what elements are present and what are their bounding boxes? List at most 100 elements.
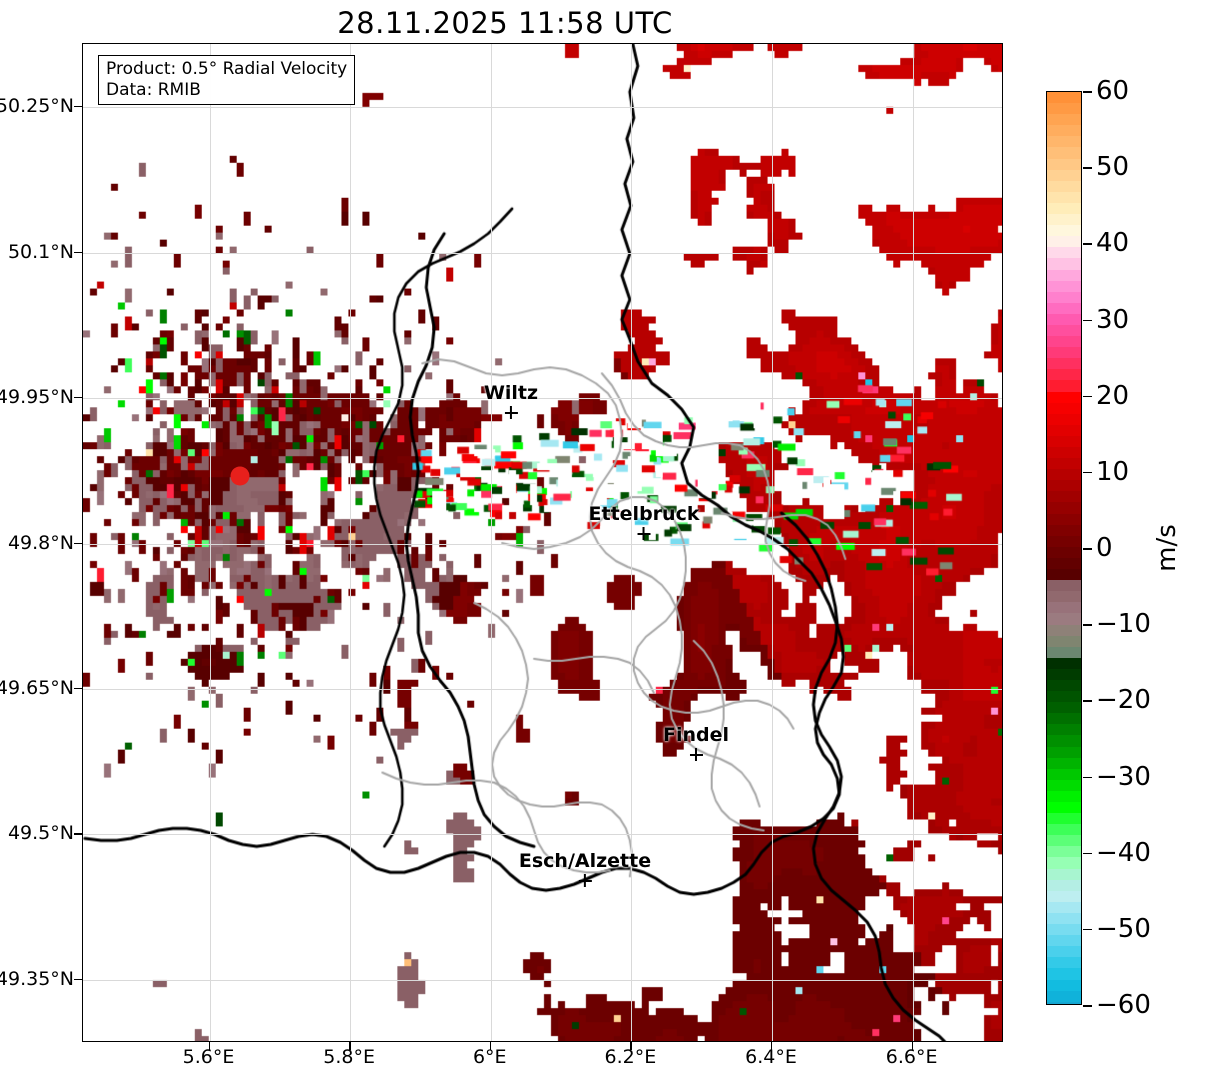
colorbar-segment (1047, 846, 1081, 858)
colorbar-segment (1047, 602, 1081, 614)
colorbar-segment (1047, 713, 1081, 725)
colorbar-tick-label-10: −40 (1096, 837, 1151, 868)
colorbar-tickmark (1083, 1005, 1092, 1007)
gridline-vertical (209, 44, 211, 1041)
y-tickmark (74, 251, 82, 253)
colorbar-segment (1047, 802, 1081, 814)
colorbar-segment (1047, 835, 1081, 847)
colorbar-segment (1047, 291, 1081, 303)
colorbar-segment (1047, 546, 1081, 558)
colorbar-tickmark (1083, 243, 1092, 245)
x-tickmark (208, 1042, 210, 1050)
colorbar-segment (1047, 435, 1081, 447)
colorbar-segment (1047, 957, 1081, 969)
colorbar-segment (1047, 125, 1081, 137)
colorbar-tick-label-8: −20 (1096, 685, 1151, 716)
colorbar-segment (1047, 513, 1081, 525)
product-line: Product: 0.5° Radial Velocity (106, 59, 348, 79)
y-tick-label-5: 49.5°N (7, 822, 74, 845)
y-tick-label-2: 49.95°N (0, 386, 74, 408)
colorbar-segment (1047, 946, 1081, 958)
y-tick-label-6: 49.35°N (0, 967, 74, 990)
colorbar-segment (1047, 236, 1081, 248)
colorbar-segment (1047, 824, 1081, 836)
colorbar-segment (1047, 691, 1081, 703)
x-tickmark (630, 1042, 632, 1050)
colorbar-segment (1047, 391, 1081, 403)
colorbar-segment (1047, 92, 1081, 104)
gridline-horizontal (83, 398, 1002, 399)
radar-map-plot[interactable]: Wiltz Ettelbruck Findel Esch/Alzette Produc… (82, 43, 1003, 1042)
city-marker-esch-alzette: Esch/Alzette (519, 850, 651, 888)
colorbar-tick-label-7: −10 (1096, 609, 1151, 640)
y-tick-label-1: 50.1°N (7, 240, 74, 263)
colorbar-segment (1047, 879, 1081, 891)
y-tick-label-3: 49.8°N (7, 531, 74, 554)
colorbar-segment (1047, 935, 1081, 947)
city-marker-findel: Findel (663, 724, 729, 762)
colorbar-segment (1047, 458, 1081, 470)
colorbar-segment (1047, 136, 1081, 148)
colorbar-tickmark (1083, 395, 1092, 398)
colorbar-segment (1047, 214, 1081, 226)
colorbar-segment (1047, 502, 1081, 514)
colorbar-segment (1047, 202, 1081, 215)
colorbar-tick-label-2: 40 (1096, 228, 1130, 259)
gridline-horizontal (83, 107, 1002, 109)
colorbar-segment (1047, 790, 1081, 802)
colorbar-segment (1047, 968, 1081, 980)
colorbar-segment (1047, 103, 1081, 115)
gridline-vertical (350, 44, 352, 1041)
colorbar-segment (1047, 569, 1081, 581)
x-tick-label-5: 6.6°E (885, 1046, 938, 1068)
colorbar-segment (1047, 269, 1081, 281)
colorbar-segment (1047, 313, 1081, 325)
x-tickmark (489, 1042, 492, 1050)
colorbar-segment (1047, 635, 1081, 647)
colorbar-segment (1047, 413, 1081, 425)
colorbar-segment (1047, 624, 1081, 636)
y-tickmark (74, 397, 82, 399)
colorbar-segment (1047, 746, 1081, 758)
gridline-vertical (490, 44, 492, 1041)
colorbar-segment (1047, 924, 1081, 936)
map-borders-layer (83, 44, 1002, 1041)
y-tickmark (74, 542, 82, 544)
colorbar-segment (1047, 114, 1081, 126)
x-tick-label-4: 6.4°E (745, 1046, 797, 1068)
gridline-horizontal (83, 688, 1002, 690)
city-marker-wiltz: Wiltz (484, 382, 538, 420)
x-tick-label-0: 5.6°E (182, 1046, 235, 1068)
city-label: Esch/Alzette (518, 850, 652, 872)
x-tickmark (770, 1042, 773, 1050)
gridline-vertical (771, 44, 773, 1041)
colorbar-segment (1047, 901, 1081, 913)
cross-icon (504, 405, 519, 420)
city-label: Findel (662, 724, 730, 746)
page-title: 28.11.2025 11:58 UTC (337, 6, 673, 40)
colorbar-segment (1047, 979, 1081, 991)
colorbar-segment (1047, 857, 1081, 869)
gridline-horizontal (83, 543, 1002, 545)
colorbar-segment (1047, 646, 1081, 658)
radar-site-icon[interactable] (230, 466, 250, 486)
x-tick-label-1: 5.8°E (323, 1046, 376, 1068)
colorbar-segment (1047, 524, 1081, 536)
colorbar-segment (1047, 890, 1081, 902)
colorbar-segment (1047, 169, 1081, 181)
colorbar-segment (1047, 535, 1081, 547)
colorbar-segment (1047, 491, 1081, 503)
data-source-line: Data: RMIB (106, 79, 201, 100)
colorbar[interactable] (1046, 91, 1082, 1005)
gridline-vertical (631, 44, 633, 1041)
colorbar-tick-label-11: −50 (1096, 913, 1151, 944)
colorbar-segment (1047, 324, 1081, 337)
colorbar-segment (1047, 724, 1081, 736)
colorbar-segment (1047, 779, 1081, 791)
colorbar-segment (1047, 591, 1081, 603)
colorbar-segment (1047, 336, 1081, 348)
colorbar-tickmark (1083, 928, 1092, 931)
colorbar-segment (1047, 912, 1081, 925)
colorbar-segment (1047, 813, 1081, 825)
city-label: Wiltz (483, 382, 539, 404)
